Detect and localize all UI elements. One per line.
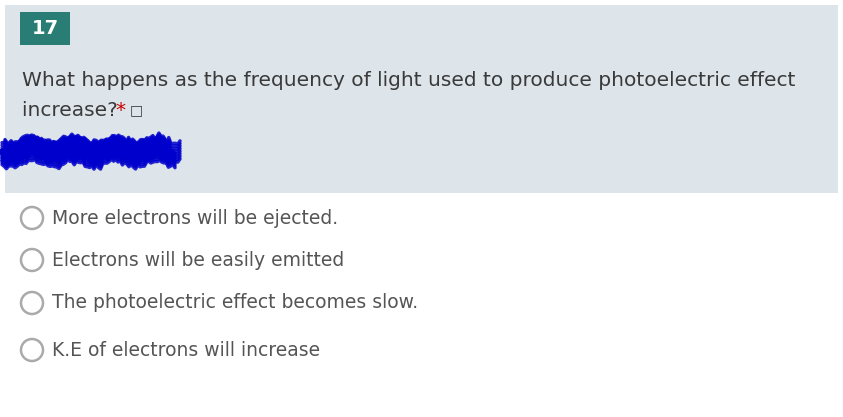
FancyBboxPatch shape (5, 5, 838, 193)
Text: *: * (115, 100, 125, 120)
FancyBboxPatch shape (20, 12, 70, 45)
Text: 17: 17 (31, 19, 58, 38)
Text: What happens as the frequency of light used to produce photoelectric effect: What happens as the frequency of light u… (22, 70, 796, 90)
Text: □: □ (130, 103, 143, 117)
Text: More electrons will be ejected.: More electrons will be ejected. (52, 208, 338, 228)
Text: increase?: increase? (22, 100, 124, 120)
Text: Electrons will be easily emitted: Electrons will be easily emitted (52, 251, 344, 269)
Text: K.E of electrons will increase: K.E of electrons will increase (52, 341, 320, 359)
Text: The photoelectric effect becomes slow.: The photoelectric effect becomes slow. (52, 294, 418, 312)
